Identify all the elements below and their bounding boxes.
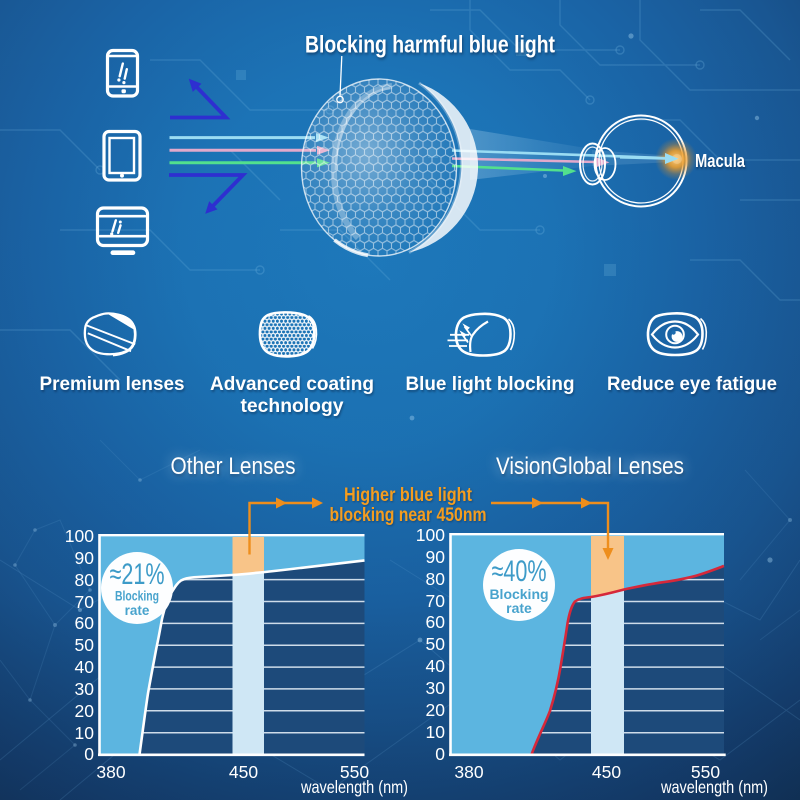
svg-text:rate: rate (125, 603, 150, 618)
svg-text:100: 100 (65, 526, 94, 546)
svg-text:0: 0 (435, 744, 445, 764)
svg-text:10: 10 (75, 723, 95, 743)
svg-text:30: 30 (426, 678, 446, 698)
svg-text:50: 50 (426, 634, 446, 654)
svg-text:50: 50 (75, 635, 95, 655)
svg-text:80: 80 (426, 569, 446, 589)
svg-text:0: 0 (84, 744, 94, 764)
svg-text:450: 450 (229, 762, 258, 782)
svg-text:blocking near 450nm: blocking near 450nm (330, 505, 487, 526)
svg-text:Other Lenses: Other Lenses (171, 453, 296, 480)
svg-text:100: 100 (416, 525, 445, 545)
svg-text:≈40%: ≈40% (492, 555, 547, 588)
svg-text:450: 450 (592, 762, 621, 782)
svg-text:Blocking: Blocking (489, 586, 548, 602)
svg-text:Reduce eye fatigue: Reduce eye fatigue (607, 373, 777, 395)
svg-text:70: 70 (75, 592, 95, 612)
svg-text:40: 40 (426, 656, 446, 676)
svg-text:VisionGlobal Lenses: VisionGlobal Lenses (496, 453, 684, 480)
svg-text:40: 40 (75, 657, 95, 677)
svg-text:10: 10 (426, 722, 446, 742)
svg-text:550: 550 (340, 762, 369, 782)
svg-text:Macula: Macula (695, 150, 746, 171)
svg-text:technology: technology (241, 395, 344, 417)
svg-text:90: 90 (426, 547, 446, 567)
svg-text:70: 70 (426, 591, 446, 611)
svg-text:20: 20 (426, 700, 446, 720)
svg-text:Blocking harmful blue light: Blocking harmful blue light (305, 32, 555, 59)
svg-text:20: 20 (75, 701, 95, 721)
svg-text:≈21%: ≈21% (110, 558, 165, 591)
svg-text:Blue light blocking: Blue light blocking (406, 373, 575, 395)
svg-text:wavelength (nm): wavelength (nm) (660, 777, 768, 797)
svg-text:Higher blue light: Higher blue light (344, 485, 473, 506)
svg-text:380: 380 (96, 762, 125, 782)
svg-text:60: 60 (75, 613, 95, 633)
svg-text:60: 60 (426, 612, 446, 632)
svg-text:380: 380 (454, 762, 483, 782)
svg-text:80: 80 (75, 570, 95, 590)
svg-text:30: 30 (75, 679, 95, 699)
svg-text:90: 90 (75, 548, 95, 568)
svg-text:Advanced coating: Advanced coating (210, 373, 374, 395)
svg-text:Premium lenses: Premium lenses (40, 373, 185, 395)
svg-text:rate: rate (506, 600, 532, 616)
svg-text:550: 550 (691, 762, 720, 782)
svg-text:wavelength (nm): wavelength (nm) (300, 777, 408, 797)
svg-text:Blocking: Blocking (115, 589, 159, 604)
